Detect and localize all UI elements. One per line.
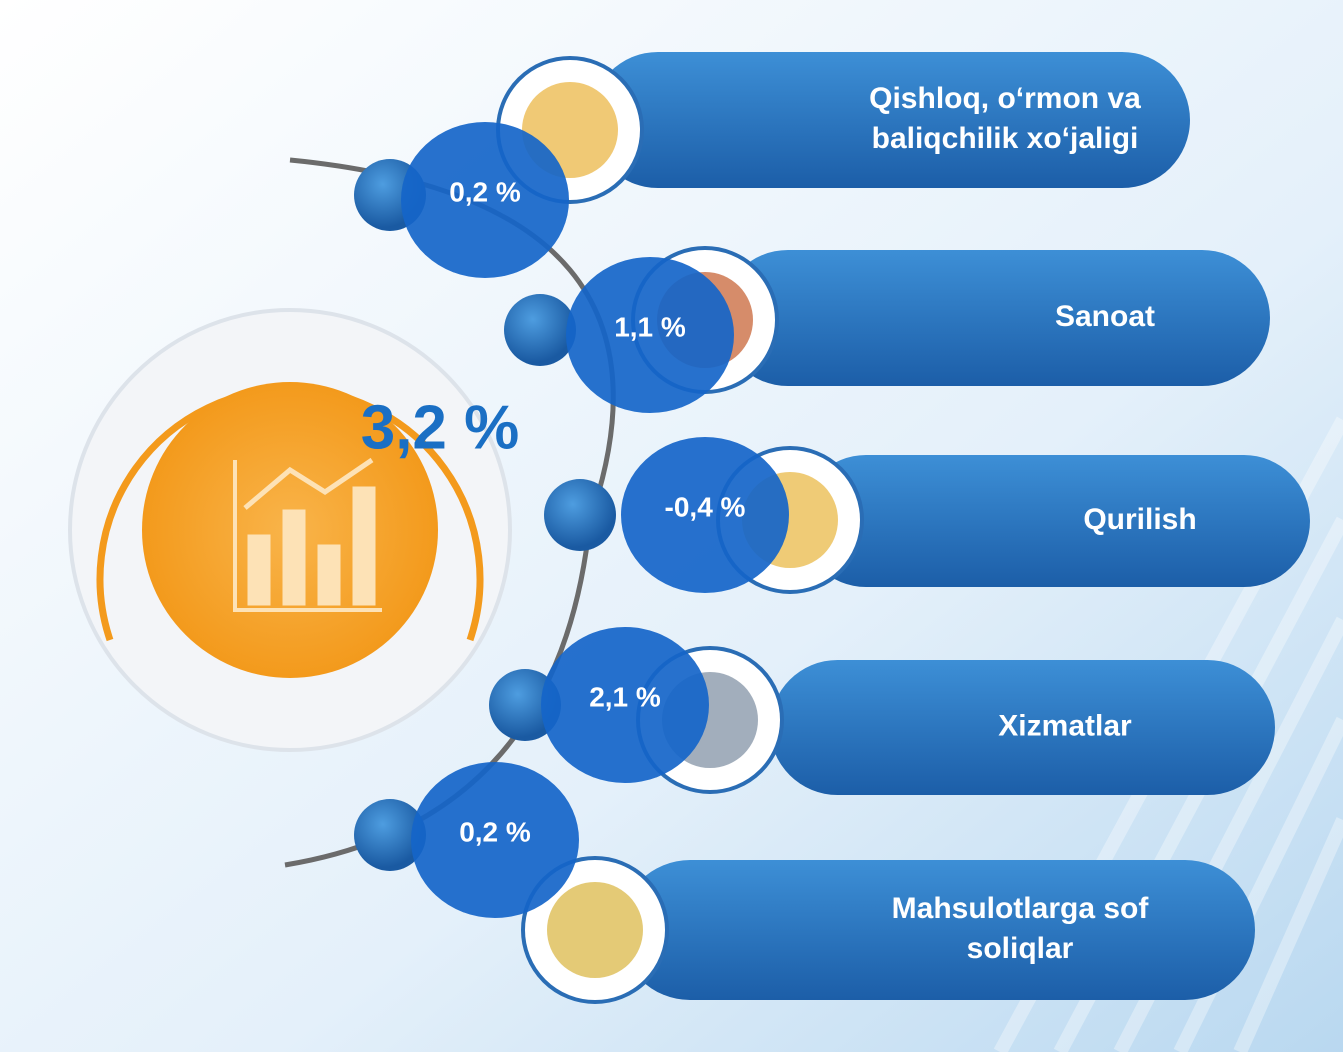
item-value: 1,1 %: [614, 311, 686, 342]
item-row: -0,4 % Qurilish: [544, 437, 1310, 594]
item-row: 2,1 % Xizmatlar: [489, 627, 1275, 795]
item-label: Sanoat: [1055, 300, 1155, 333]
item-row: 0,2 % Mahsulotlarga sof soliqlar: [354, 762, 1255, 1004]
value-bubble: [566, 257, 734, 413]
value-bubble: [411, 762, 579, 918]
item-row: 0,2 % Qishloq, o‘rmon va baliqchilik xo‘ja…: [354, 52, 1190, 278]
item-label: soliqlar: [967, 932, 1074, 965]
arc-node: [504, 294, 576, 366]
item-value: 0,2 %: [459, 816, 531, 847]
item-label: Qurilish: [1083, 503, 1196, 536]
label-pill: [800, 455, 1310, 587]
value-bubble: [621, 437, 789, 593]
item-label: baliqchilik xo‘jaligi: [872, 122, 1139, 155]
arc-node: [489, 669, 561, 741]
item-value: 2,1 %: [589, 681, 661, 712]
chart-icon: [233, 457, 382, 612]
item-label: Qishloq, o‘rmon va: [869, 82, 1141, 115]
icon: [547, 882, 643, 978]
item-label: Mahsulotlarga sof: [892, 892, 1150, 925]
value-bubble: [401, 122, 569, 278]
value-bubble: [541, 627, 709, 783]
arc-node: [354, 799, 426, 871]
label-pill: [620, 860, 1255, 1000]
label-pill: [770, 660, 1275, 795]
total-value: 3,2 %: [361, 393, 520, 462]
item-label: Xizmatlar: [998, 709, 1132, 742]
label-pill: [590, 52, 1190, 188]
item-row: 1,1 % Sanoat: [504, 246, 1270, 413]
arc-node: [544, 479, 616, 551]
item-value: 0,2 %: [449, 176, 521, 207]
label-pill: [720, 250, 1270, 386]
item-value: -0,4 %: [665, 491, 746, 522]
